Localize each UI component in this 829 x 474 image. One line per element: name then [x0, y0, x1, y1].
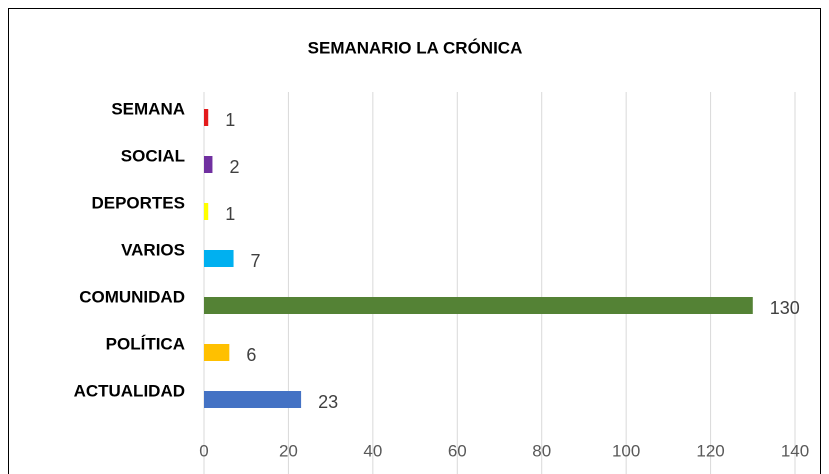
value-label: 7: [251, 251, 261, 271]
x-tick-label: 20: [279, 441, 298, 460]
x-tick-label: 120: [696, 441, 724, 460]
bar: [204, 156, 213, 173]
bar: [204, 250, 234, 267]
y-tick-label: ACTUALIDAD: [74, 381, 185, 400]
x-tick-label: 80: [532, 441, 551, 460]
value-label: 2: [229, 157, 239, 177]
y-tick-label: DEPORTES: [91, 193, 185, 212]
bar: [204, 203, 209, 220]
x-tick-label: 0: [199, 441, 208, 460]
value-label: 1: [225, 110, 235, 130]
value-label: 130: [770, 298, 800, 318]
y-tick-label: SOCIAL: [121, 146, 185, 165]
x-tick-label: 40: [363, 441, 382, 460]
x-tick-label: 60: [448, 441, 467, 460]
value-label: 23: [318, 392, 338, 412]
value-label: 6: [246, 345, 256, 365]
x-tick-label: 140: [781, 441, 809, 460]
bar: [204, 109, 209, 126]
bar: [204, 344, 230, 361]
y-tick-label: POLÍTICA: [106, 334, 185, 353]
bar: [204, 297, 753, 314]
y-tick-label: SEMANA: [111, 99, 185, 118]
bar: [204, 391, 302, 408]
y-tick-label: COMUNIDAD: [79, 287, 185, 306]
value-label: 1: [225, 204, 235, 224]
chart-title: SEMANARIO LA CRÓNICA: [308, 38, 523, 57]
chart-frame: [8, 8, 821, 474]
x-tick-label: 100: [612, 441, 640, 460]
y-tick-label: VARIOS: [121, 240, 185, 259]
